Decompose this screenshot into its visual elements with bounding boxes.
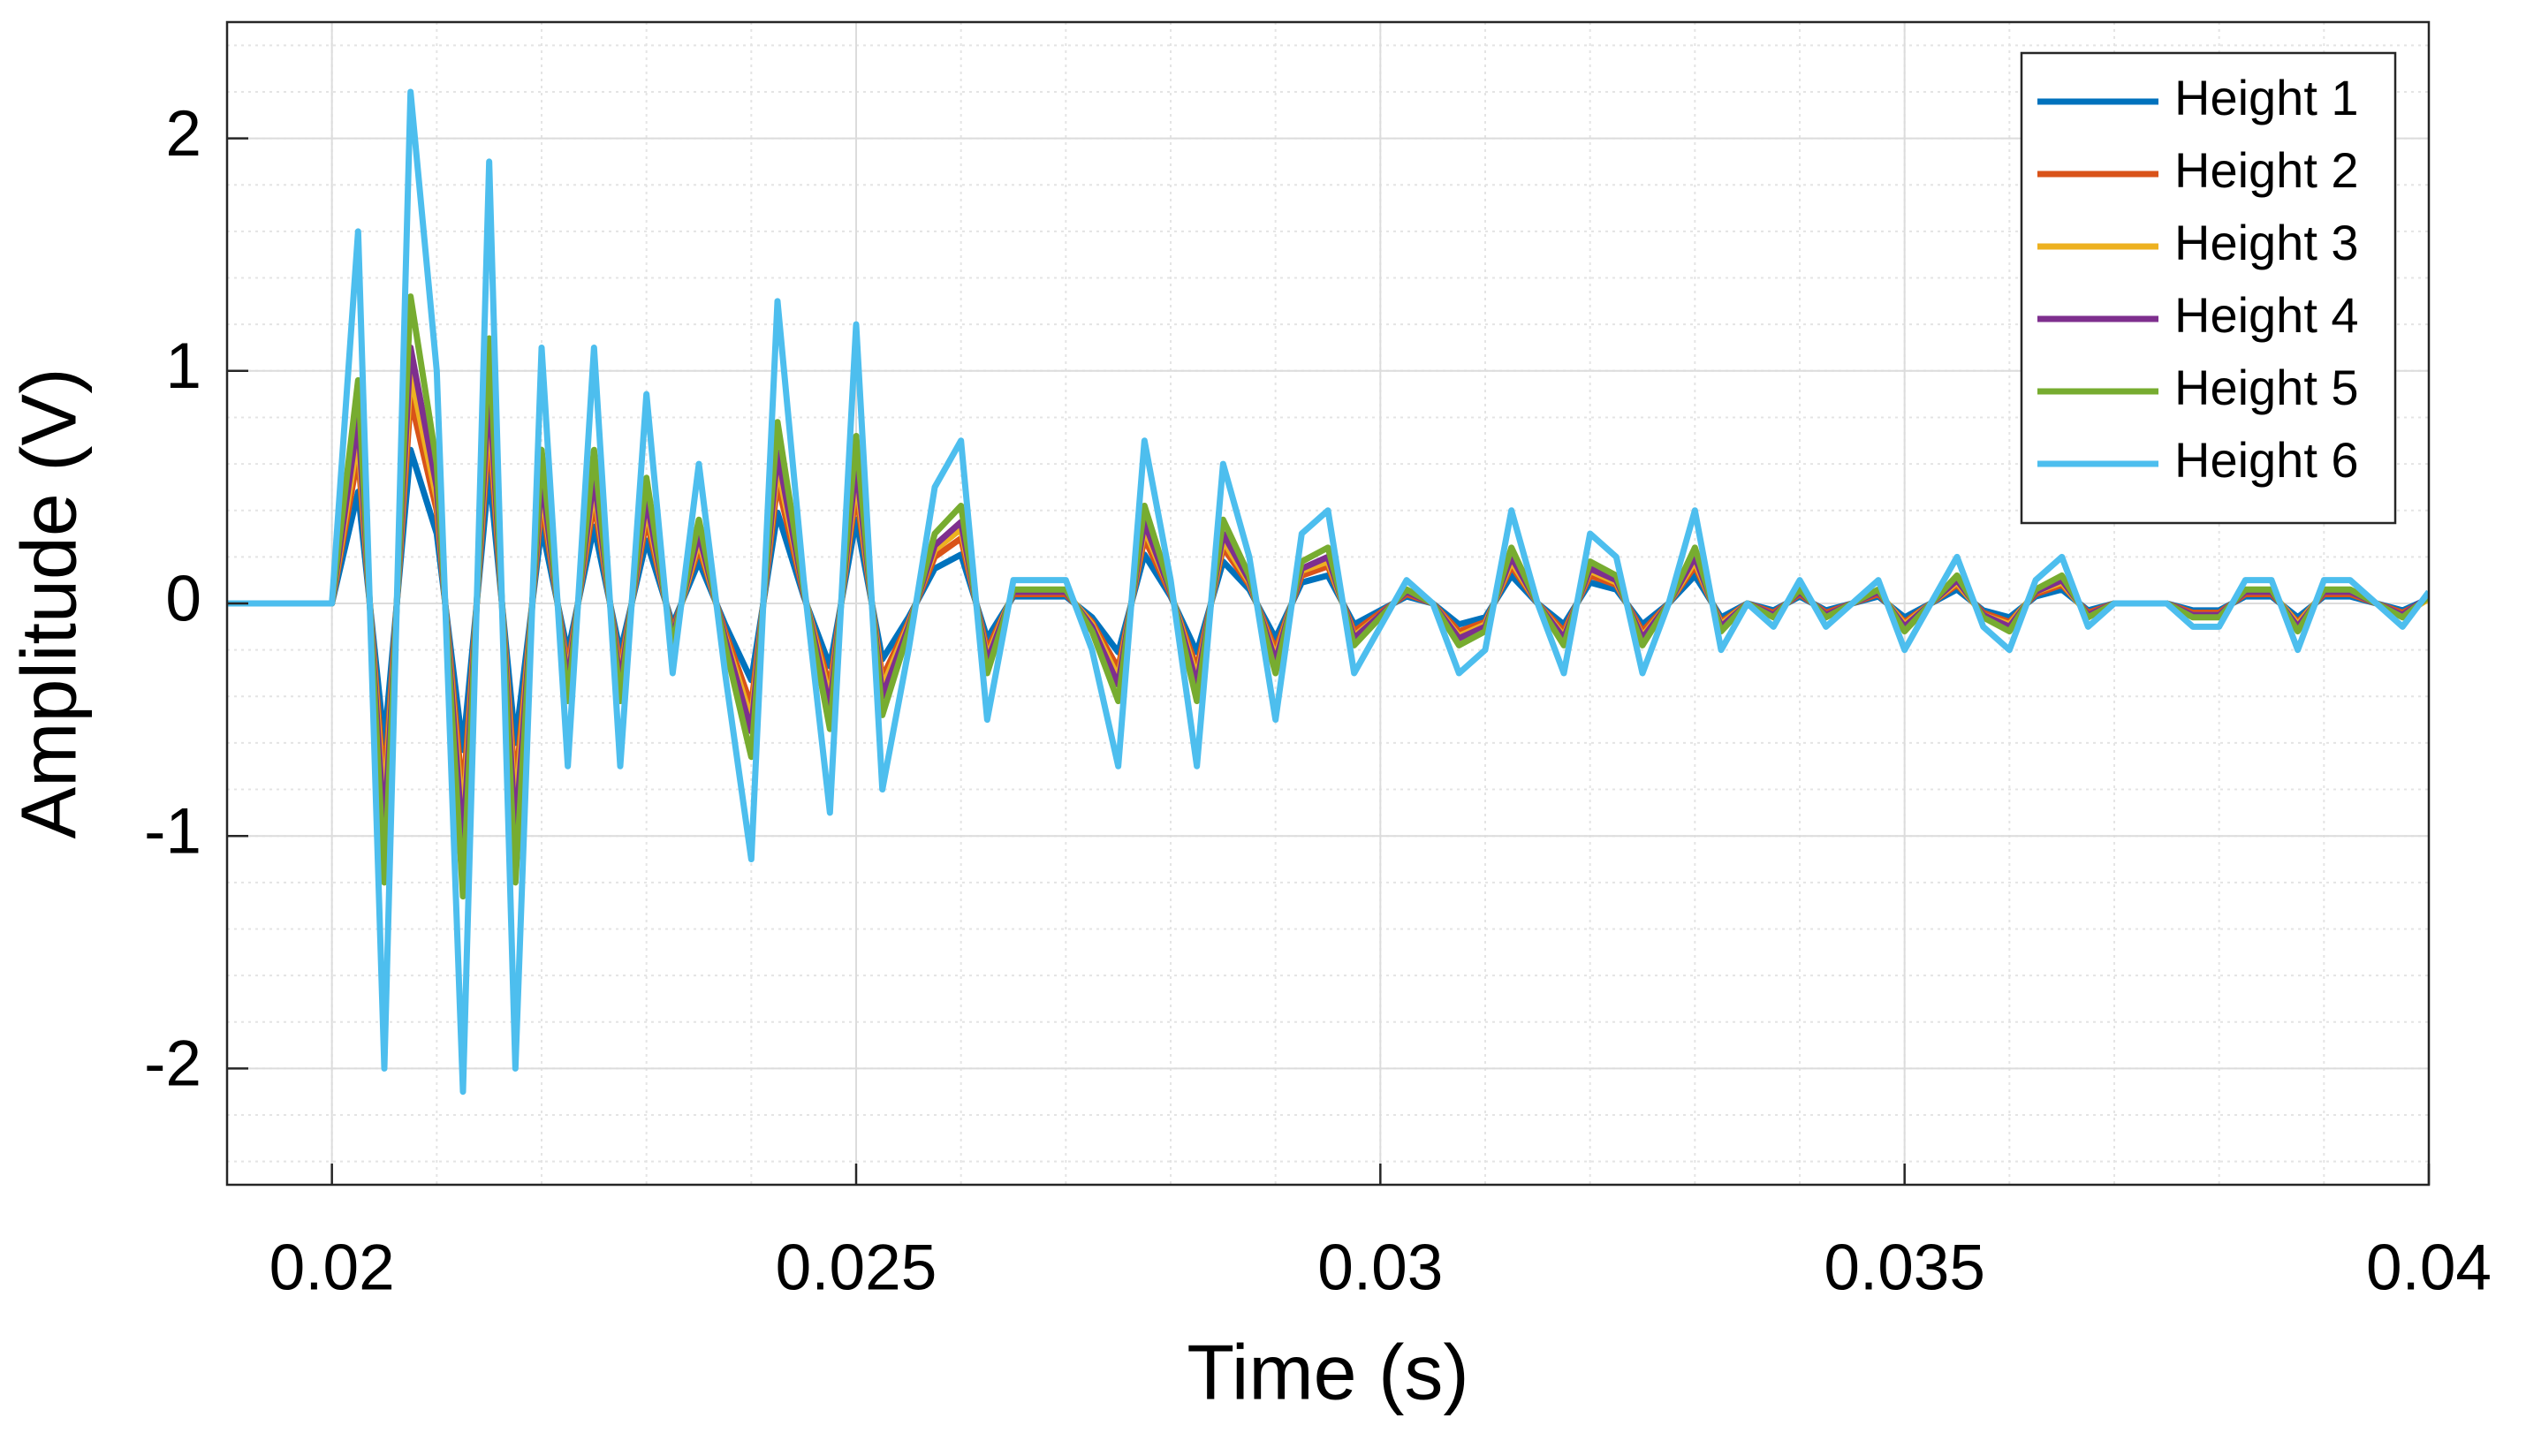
ticks: 0.02 0.025 0.03 0.035 0.04 -2 -1 0 1 2 xyxy=(144,98,2492,1303)
x-tick-label: 0.04 xyxy=(2366,1232,2492,1303)
legend-label: Height 5 xyxy=(2174,360,2359,415)
x-tick-label: 0.035 xyxy=(1824,1232,1985,1303)
y-tick-label: 2 xyxy=(165,98,201,170)
x-tick-label: 0.025 xyxy=(776,1232,937,1303)
x-tick-label: 0.02 xyxy=(269,1232,395,1303)
y-tick-label: -1 xyxy=(144,795,201,867)
legend-box xyxy=(2020,51,2397,525)
legend-label: Height 6 xyxy=(2174,432,2359,488)
y-tick-label: 0 xyxy=(165,563,201,634)
legend-label: Height 4 xyxy=(2174,287,2359,343)
legend-label: Height 2 xyxy=(2174,142,2359,198)
legend-label: Height 3 xyxy=(2174,215,2359,270)
legend-label: Height 1 xyxy=(2174,70,2359,125)
x-axis-label: Time (s) xyxy=(1187,1328,1468,1415)
y-tick-label: -2 xyxy=(144,1028,201,1100)
lines xyxy=(227,88,2429,1096)
data-line xyxy=(227,88,2429,1096)
y-axis-label: Amplitude (V) xyxy=(4,368,92,838)
y-tick-label: 1 xyxy=(165,330,201,402)
legend: Height 1 Height 2 Height 3 Height 4 Height 5… xyxy=(2020,51,2397,525)
x-tick-label: 0.03 xyxy=(1317,1232,1443,1303)
